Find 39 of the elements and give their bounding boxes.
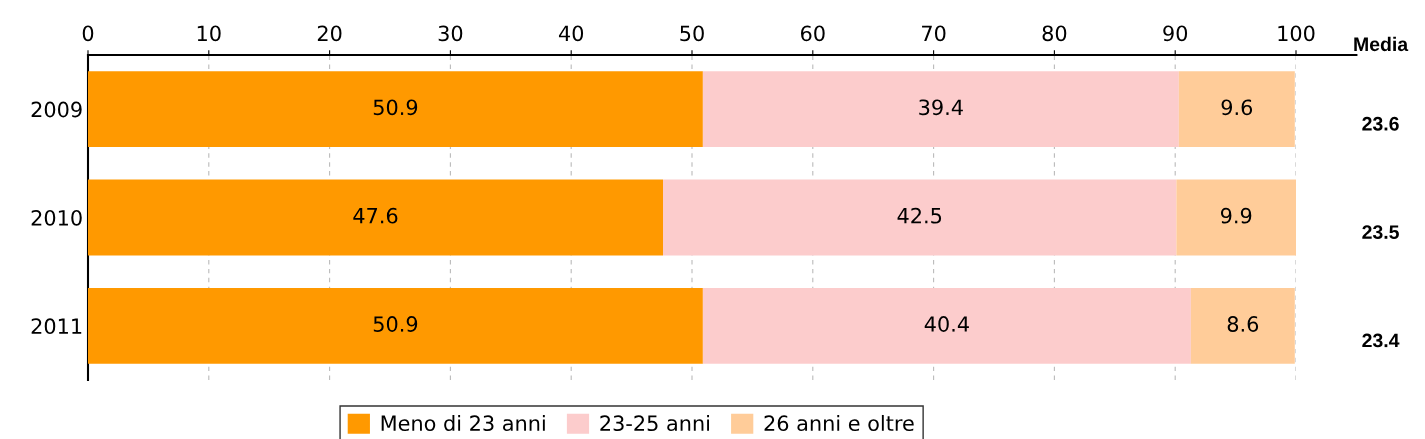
y-tick-label: 2011 (31, 318, 82, 335)
text: 23.4 (1362, 333, 1400, 348)
bar (702, 71, 1179, 148)
x-tick-label: 40 (558, 25, 584, 42)
x-tick-label: 0 (82, 25, 94, 42)
legend-label: 23-25 anni (600, 414, 709, 432)
legend-label: Meno di 23 anni (381, 414, 545, 432)
x-tick-label: 50 (680, 25, 704, 42)
data-label: 40.4 (924, 316, 969, 332)
data-label: 9.6 (1221, 99, 1253, 116)
legend-label: 26 anni e oltre (764, 414, 914, 432)
data-label: 39.4 (919, 99, 963, 116)
x-tick-label: 100 (1278, 25, 1315, 42)
text: 23.5 (1362, 225, 1399, 239)
bar (702, 287, 1191, 364)
x-tick-label: 90 (1163, 25, 1188, 42)
bar (1190, 287, 1295, 364)
bar (88, 71, 703, 148)
x-tick-label: 60 (801, 25, 825, 42)
data-label: 8.6 (1227, 316, 1259, 332)
data-label: 9.9 (1220, 207, 1252, 224)
bar (663, 179, 1177, 256)
x-tick-label: 70 (922, 25, 946, 42)
data-label: 47.6 (353, 207, 398, 224)
bar (88, 287, 703, 364)
data-label: 50.9 (373, 99, 418, 116)
text: Media (1354, 36, 1409, 52)
bar (1178, 71, 1295, 148)
x-tick-label: 80 (1042, 25, 1067, 42)
y-tick-label: 2009 (31, 101, 82, 118)
bar (1176, 179, 1296, 256)
y-tick-label: 2010 (31, 209, 82, 226)
x-tick-label: 30 (438, 25, 463, 42)
data-label: 50.9 (373, 316, 418, 332)
text: 23.6 (1362, 116, 1399, 131)
x-tick-label: 20 (317, 25, 342, 42)
bar (88, 179, 664, 256)
x-tick-label: 10 (197, 25, 221, 42)
data-label: 42.5 (897, 207, 942, 224)
